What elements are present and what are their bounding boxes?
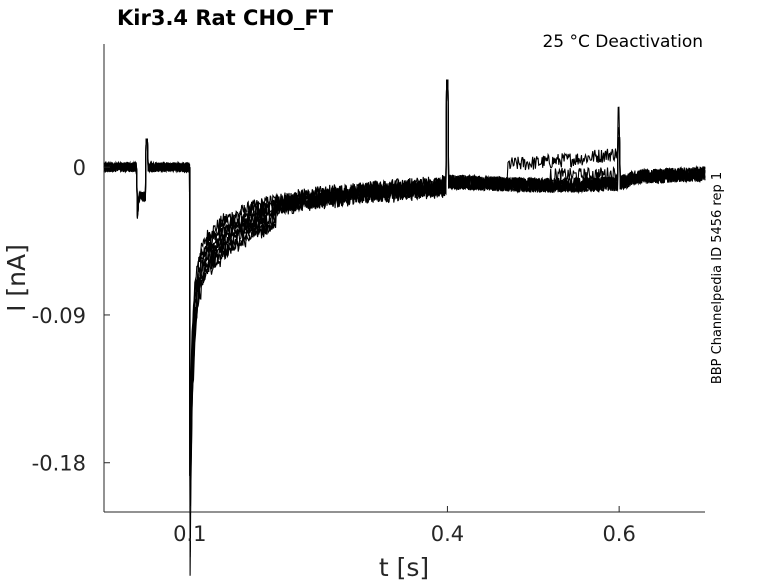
sweep-trace [103,79,706,458]
chart-title: Kir3.4 Rat CHO_FT [117,6,334,30]
x-ticks: 0.1 0.4 0.6 [173,506,636,546]
y-tick-label: -0.09 [32,304,86,328]
sweep-trace [103,79,706,448]
chart-subtitle: 25 °C Deactivation [542,32,703,52]
sweep-trace [103,79,706,478]
x-tick-label: 0.4 [431,522,464,546]
x-axis-label: t [s] [379,553,429,582]
y-tick-label: 0 [73,156,86,180]
x-tick-label: 0.6 [602,522,635,546]
x-tick-label: 0.1 [173,522,206,546]
y-tick-label: -0.18 [32,452,86,476]
channelpedia-id-label: BBP Channelpedia ID 5456 rep 1 [710,172,725,384]
sweep-trace [103,79,706,576]
y-ticks: 0 -0.09 -0.18 [32,156,110,476]
current-traces [103,79,706,576]
y-axis-label: I [nA] [2,244,31,312]
plot-area: 0 -0.09 -0.18 0.1 0.4 0.6 [32,44,706,576]
